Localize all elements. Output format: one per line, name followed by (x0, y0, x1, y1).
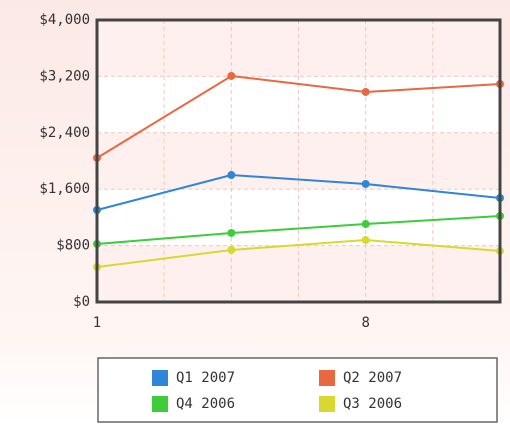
y-tick-label: $4,000 (39, 12, 90, 28)
data-point (361, 236, 370, 245)
data-point (361, 87, 370, 96)
data-point (227, 228, 236, 237)
legend-label: Q4 2006 (176, 396, 235, 412)
series-line (96, 74, 501, 159)
legend-label: Q1 2007 (176, 370, 235, 386)
data-point (227, 71, 236, 80)
y-tick-label: $1,600 (39, 181, 90, 197)
data-point (361, 220, 370, 229)
legend-swatch (319, 370, 335, 386)
data-point (361, 179, 370, 188)
legend-swatch (152, 396, 168, 412)
legend-swatch (319, 396, 335, 412)
plot (93, 19, 504, 303)
y-tick-label: $0 (73, 294, 90, 310)
data-point (227, 245, 236, 254)
legend-label: Q3 2006 (343, 396, 402, 412)
y-tick-label: $3,200 (39, 68, 90, 84)
series-line (96, 239, 501, 269)
y-tick-label: $800 (56, 238, 90, 254)
data-point (227, 171, 236, 180)
legend: Q1 2007 Q2 2007 Q4 2006 Q3 2006 (152, 370, 402, 412)
y-tick-label: $2,400 (39, 125, 90, 141)
series-line (96, 174, 501, 211)
series-line (96, 214, 501, 245)
x-tick-label: 8 (361, 315, 369, 331)
legend-swatch (152, 370, 168, 386)
legend-box (97, 357, 498, 423)
legend-label: Q2 2007 (343, 370, 402, 386)
x-tick-label: 1 (93, 315, 101, 331)
plot-border (95, 18, 502, 304)
